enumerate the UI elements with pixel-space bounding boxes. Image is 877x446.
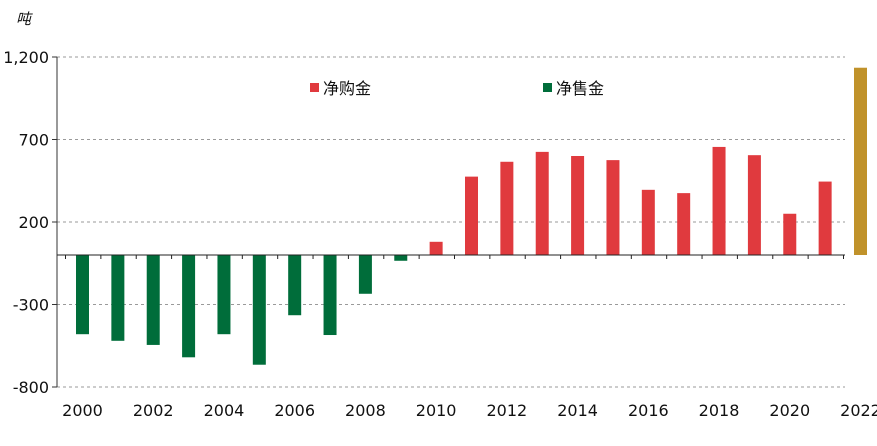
x-tick-label: 2018: [699, 401, 740, 420]
bar-2014: [571, 156, 585, 255]
y-tick-label: -300: [13, 296, 49, 315]
legend-swatch: [310, 83, 319, 92]
legend-label: 净售金: [556, 79, 604, 98]
x-tick-label: 2004: [204, 401, 245, 420]
x-tick-label: 2008: [345, 401, 386, 420]
x-tick-label: 2022: [840, 401, 877, 420]
x-tick-label: 2020: [769, 401, 810, 420]
bar-2015: [606, 160, 620, 255]
bar-2016: [641, 189, 655, 255]
bars: [76, 67, 867, 365]
bar-2005: [252, 255, 266, 365]
bar-2003: [182, 255, 196, 358]
bar-2018: [712, 146, 726, 255]
bar-2019: [747, 155, 761, 255]
y-tick-label: 200: [18, 213, 49, 232]
bar-2011: [465, 176, 478, 255]
legend: 净购金 净售金: [310, 79, 604, 98]
legend-swatch: [543, 83, 552, 92]
bar-2006: [288, 255, 302, 316]
x-tick-label: 2002: [133, 401, 174, 420]
bar-2017: [677, 193, 691, 255]
x-axis-tick-labels: 2000 2002 2004 2006 2008 2010 2012 2014 2016 2018…: [62, 401, 877, 420]
bar-2022: [854, 67, 867, 255]
x-tick-label: 2000: [62, 401, 103, 420]
grid-lines: [52, 56, 845, 388]
bar-2021: [818, 181, 832, 255]
bar-2010: [429, 241, 443, 255]
x-axis: [57, 254, 845, 259]
x-tick-label: 2012: [487, 401, 528, 420]
bar-2008: [358, 255, 372, 294]
y-axis-tick-labels: -800 -300 200 700 1,200: [3, 48, 49, 397]
y-tick-label: 1,200: [3, 48, 49, 67]
x-tick-label: 2006: [274, 401, 315, 420]
x-tick-label: 2014: [557, 401, 598, 420]
bar-2020: [783, 213, 797, 255]
bar-2007: [323, 255, 337, 336]
bar-2004: [217, 255, 231, 335]
bar-2012: [500, 161, 514, 255]
y-tick-label: -800: [13, 378, 49, 397]
x-tick-label: 2016: [628, 401, 669, 420]
bar-2001: [111, 255, 125, 341]
bar-2000: [76, 255, 89, 335]
x-tick-label: 2010: [416, 401, 457, 420]
bar-2009: [394, 255, 408, 261]
legend-label: 净购金: [323, 79, 371, 98]
y-unit-label: 吨: [16, 10, 33, 28]
bar-2002: [146, 255, 160, 345]
y-tick-label: 700: [18, 131, 49, 150]
bar-2013: [535, 151, 549, 255]
